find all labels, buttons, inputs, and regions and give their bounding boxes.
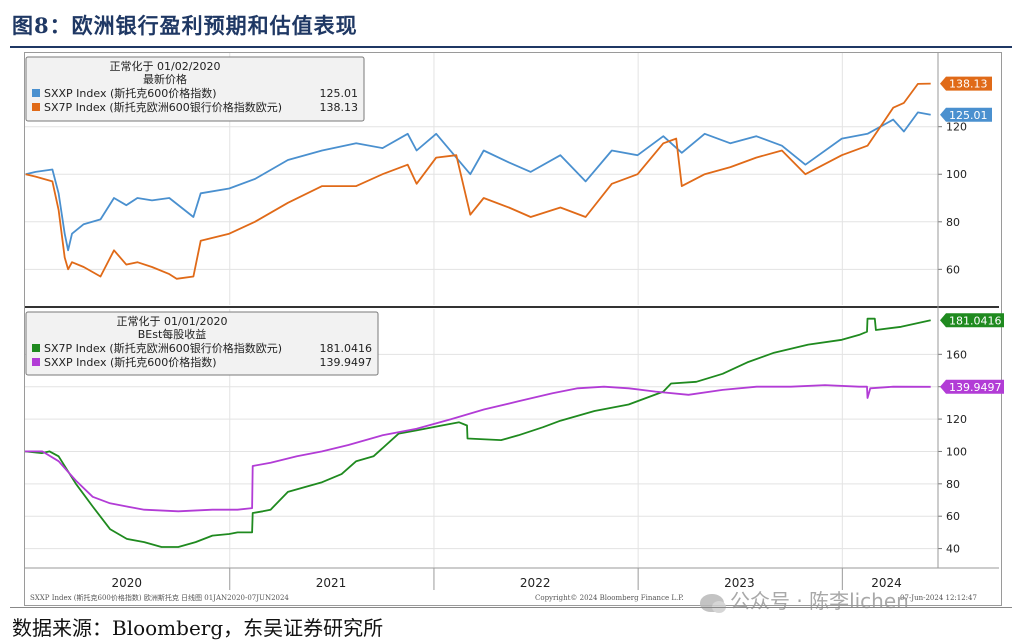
last-value-label: 138.13 bbox=[949, 78, 988, 91]
last-value-tag bbox=[940, 76, 992, 91]
top-y-axis: 60 80 100 120 bbox=[938, 121, 967, 276]
legend-header: 正常化于 01/01/2020 bbox=[117, 314, 228, 328]
legend-swatch bbox=[32, 358, 40, 366]
x-axis: 2020 2021 2022 2023 2024 bbox=[25, 567, 999, 590]
y-tick-label: 120 bbox=[946, 121, 967, 134]
legend-subheader: BEst每股收益 bbox=[138, 327, 207, 341]
x-tick-label: 2023 bbox=[724, 576, 755, 590]
legend-swatch bbox=[32, 89, 40, 97]
x-tick-label: 2024 bbox=[871, 576, 902, 590]
series-line bbox=[25, 111, 931, 252]
y-tick-label: 100 bbox=[946, 168, 967, 181]
watermark: 公众号 · 陈李lichen bbox=[700, 585, 909, 614]
figure-title: 图8：欧洲银行盈利预期和估值表现 bbox=[12, 13, 358, 38]
bottom-y-axis: 406080100120140160 bbox=[938, 348, 967, 556]
last-value-tag bbox=[940, 107, 992, 122]
last-value-label: 125.01 bbox=[949, 109, 988, 122]
x-tick-label: 2022 bbox=[520, 576, 551, 590]
bottom-gridlines bbox=[25, 309, 938, 568]
legend-series-name: SXXP Index (斯托克600价格指数) bbox=[44, 86, 217, 100]
last-value-label: 139.9497 bbox=[949, 381, 1002, 394]
wechat-icon bbox=[700, 593, 726, 613]
legend-subheader: 最新价格 bbox=[143, 72, 187, 86]
title-rule bbox=[10, 46, 1012, 48]
legend-box bbox=[25, 56, 365, 122]
legend-swatch bbox=[32, 103, 40, 111]
y-tick-label: 120 bbox=[946, 413, 967, 426]
legend-series-name: SXXP Index (斯托克600价格指数) bbox=[44, 355, 217, 369]
source-note: 数据来源：Bloomberg，东吴证券研究所 bbox=[12, 616, 384, 640]
top-series-lines bbox=[25, 82, 931, 280]
y-tick-label: 80 bbox=[946, 478, 960, 491]
y-tick-label: 60 bbox=[946, 263, 960, 276]
last-value-tag bbox=[940, 379, 1004, 394]
last-value-tag bbox=[940, 313, 1004, 328]
legend-series-value: 181.0416 bbox=[320, 342, 373, 355]
footer-left-text: SXXP Index (斯托克600价格指数) 欧洲斯托克 日线图 01JAN2… bbox=[30, 593, 289, 602]
legend-series-name: SX7P Index (斯托克欧洲600银行价格指数欧元) bbox=[44, 100, 282, 114]
last-value-label: 181.0416 bbox=[949, 314, 1002, 327]
series-line bbox=[24, 317, 931, 548]
x-tick-label: 2021 bbox=[316, 576, 347, 590]
y-tick-label: 60 bbox=[946, 510, 960, 523]
top-last-value-tags: 125.01 138.13 bbox=[940, 76, 992, 122]
bottom-series-lines bbox=[24, 317, 931, 548]
y-tick-label: 160 bbox=[946, 348, 967, 361]
legend-header: 正常化于 01/02/2020 bbox=[110, 59, 221, 73]
watermark-text: 公众号 · 陈李lichen bbox=[730, 589, 909, 613]
source-rule bbox=[10, 607, 1012, 608]
x-tick-label: 2020 bbox=[112, 576, 143, 590]
chart-footer: SXXP Index (斯托克600价格指数) 欧洲斯托克 日线图 01JAN2… bbox=[30, 593, 977, 602]
legend-series-name: SX7P Index (斯托克欧洲600银行价格指数欧元) bbox=[44, 341, 282, 355]
footer-copyright: Copyright© 2024 Bloomberg Finance L.P. bbox=[535, 594, 684, 602]
y-tick-label: 40 bbox=[946, 543, 960, 556]
top-gridlines bbox=[25, 53, 938, 305]
footer-timestamp: 07-Jun-2024 12:12:47 bbox=[900, 594, 977, 602]
series-line bbox=[25, 384, 931, 513]
y-tick-label: 100 bbox=[946, 445, 967, 458]
legend-series-value: 138.13 bbox=[320, 101, 359, 114]
bottom-last-value-tags: 181.0416 139.9497 bbox=[940, 313, 1004, 394]
series-line bbox=[25, 82, 931, 280]
legend-box bbox=[25, 311, 379, 376]
legend-series-value: 139.9497 bbox=[320, 356, 373, 369]
y-tick-label: 80 bbox=[946, 216, 960, 229]
legend-series-value: 125.01 bbox=[320, 87, 359, 100]
legend-swatch bbox=[32, 344, 40, 352]
